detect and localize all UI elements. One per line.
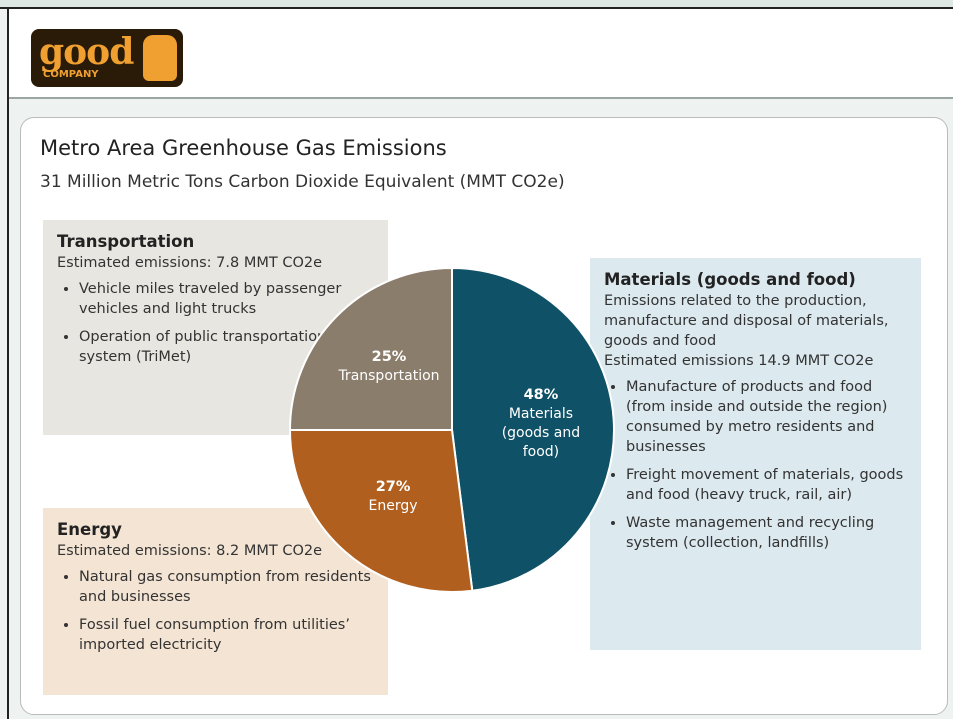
slice-percent: 25%	[371, 348, 407, 365]
panel: Energy Estimated emissions: 8.2 MMT CO2e N…	[43, 508, 388, 695]
panel-title: Materials (goods and food)	[604, 270, 856, 289]
slice-label: 48% Materials (goods and food)	[486, 386, 596, 462]
bullet: Vehicle miles traveled by passenger vehi…	[79, 279, 374, 319]
slice-name: Transportation	[338, 367, 440, 384]
panel-text: Estimated emissions: 7.8 MMT CO2e	[57, 255, 323, 271]
bullet: Fossil fuel consumption from utilities’ …	[79, 615, 374, 655]
bullet-list: Natural gas consumption from residents a…	[57, 567, 374, 655]
left-border	[7, 7, 9, 719]
panel-text: Emissions related to the production, man…	[604, 293, 889, 349]
bullet: Operation of public transportation syste…	[79, 327, 374, 367]
chart-subtitle: 31 Million Metric Tons Carbon Dioxide Eq…	[40, 172, 565, 192]
panel: Materials (goods and food) Emissions rela…	[590, 258, 921, 650]
bullet: Manufacture of products and food (from i…	[626, 377, 907, 457]
slice-name: Energy	[368, 497, 418, 514]
slice-percent: 48%	[523, 387, 559, 404]
bullet: Natural gas consumption from residents a…	[79, 567, 374, 607]
bullet-list: Manufacture of products and food (from i…	[604, 377, 907, 553]
panel-title: Energy	[57, 520, 122, 539]
chart-title: Metro Area Greenhouse Gas Emissions	[40, 136, 447, 160]
pie-slice	[288, 429, 474, 593]
header: good COMPANY	[9, 9, 953, 99]
logo-sub: COMPANY	[43, 69, 99, 80]
bullet: Waste management and recycling system (c…	[626, 513, 907, 553]
bullet-list: Vehicle miles traveled by passenger vehi…	[57, 279, 374, 367]
slice-name: Materials (goods and food)	[501, 406, 581, 461]
slice-label: 25% Transportation	[334, 348, 444, 386]
slice-label: 27% Energy	[338, 478, 448, 516]
pie-slice	[288, 266, 453, 431]
pie-slice	[451, 266, 615, 592]
panel-text: Estimated emissions 14.9 MMT CO2e	[604, 353, 874, 369]
logo-word: good	[39, 31, 134, 73]
logo-thumb	[143, 35, 177, 81]
bullet: Freight movement of materials, goods and…	[626, 465, 907, 505]
logo: good COMPANY	[31, 29, 183, 87]
top-band	[0, 0, 953, 9]
panel-title: Transportation	[57, 232, 195, 251]
panel-text: Estimated emissions: 8.2 MMT CO2e	[57, 543, 323, 559]
slice-percent: 27%	[375, 478, 411, 495]
